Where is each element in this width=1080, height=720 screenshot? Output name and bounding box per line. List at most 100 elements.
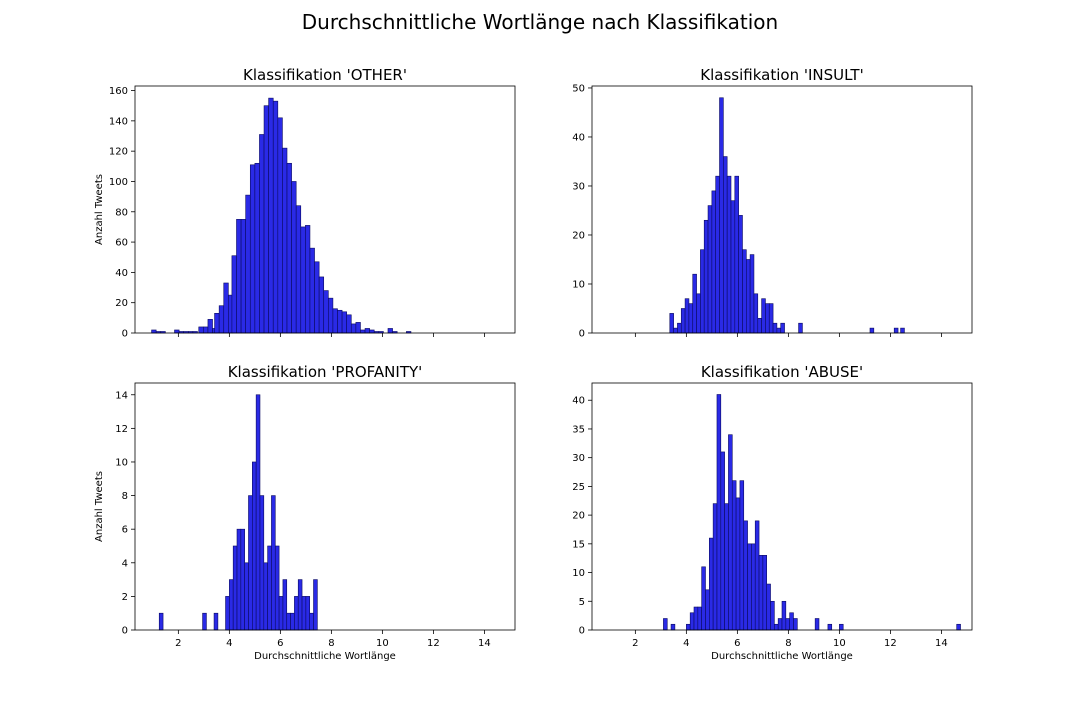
histogram-bar-1-22 bbox=[259, 134, 265, 334]
y-tick-label: 40 bbox=[572, 132, 585, 143]
y-axis-label: Anzahl Tweets bbox=[94, 471, 105, 542]
histogram-bar-2-0 bbox=[669, 313, 674, 334]
y-tick-label: 120 bbox=[109, 147, 128, 158]
histogram-bar-1-37 bbox=[328, 297, 334, 334]
histogram-bar-4-16 bbox=[739, 480, 745, 631]
subplot-title: Klassifikation 'ABUSE' bbox=[701, 363, 863, 381]
x-tick-label: 6 bbox=[277, 638, 283, 649]
x-tick-label: 12 bbox=[884, 638, 897, 649]
subplot-title: Klassifikation 'PROFANITY' bbox=[228, 363, 423, 381]
histogram-bar-2-27 bbox=[772, 322, 778, 334]
histogram-bar-4-27 bbox=[781, 600, 787, 631]
histogram-bar-3-25 bbox=[309, 612, 314, 631]
y-tick-label: 12 bbox=[115, 424, 128, 435]
histogram-bar-1-41 bbox=[346, 314, 352, 334]
histogram-bar-1-10 bbox=[207, 319, 213, 334]
histogram-bar-2-13 bbox=[719, 97, 724, 334]
histogram-bar-3-26 bbox=[313, 579, 318, 631]
histogram-bar-3-1 bbox=[202, 612, 207, 631]
histogram-bar-4-34 bbox=[956, 623, 961, 631]
histogram-bar-4-10 bbox=[716, 394, 722, 631]
histogram-bar-2-16 bbox=[730, 200, 736, 334]
histogram-bar-4-2 bbox=[686, 623, 691, 631]
x-tick-label: 10 bbox=[376, 638, 389, 649]
histogram-bar-4-12 bbox=[724, 503, 729, 631]
histogram-bar-3-13 bbox=[263, 562, 268, 631]
y-tick-label: 0 bbox=[122, 329, 128, 340]
histogram-bar-4-32 bbox=[827, 623, 833, 631]
y-tick-label: 40 bbox=[115, 268, 128, 279]
y-tick-label: 50 bbox=[572, 83, 585, 94]
histogram-bar-2-30 bbox=[798, 322, 803, 334]
histogram-bar-2-31 bbox=[869, 327, 875, 334]
y-tick-label: 10 bbox=[572, 279, 585, 290]
histogram-bar-3-23 bbox=[301, 596, 307, 631]
histogram-bar-1-24 bbox=[268, 97, 274, 334]
x-tick-label: 2 bbox=[632, 638, 638, 649]
histogram-bar-3-2 bbox=[213, 612, 219, 631]
histogram-bar-2-25 bbox=[765, 303, 770, 334]
histogram-bar-2-15 bbox=[726, 175, 732, 334]
histogram-bar-1-44 bbox=[360, 329, 366, 334]
histogram-bar-2-9 bbox=[703, 219, 709, 334]
histogram-bar-2-5 bbox=[688, 303, 694, 334]
histogram-bar-3-11 bbox=[255, 394, 261, 631]
histogram-bar-1-43 bbox=[355, 322, 361, 334]
histogram-bar-3-16 bbox=[274, 545, 280, 631]
plot-frame bbox=[591, 382, 973, 631]
y-axis-label: Anzahl Tweets bbox=[94, 174, 105, 245]
histogram-bar-3-21 bbox=[294, 596, 299, 631]
histogram-bar-3-3 bbox=[225, 596, 230, 631]
histogram-bar-1-0 bbox=[151, 329, 157, 334]
y-tick-label: 100 bbox=[109, 177, 128, 188]
plot-frame bbox=[134, 382, 516, 631]
x-tick-label: 2 bbox=[175, 638, 181, 649]
histogram-bar-3-5 bbox=[232, 545, 238, 631]
x-axis-label: Durchschnittliche Wortlänge bbox=[711, 651, 853, 662]
histogram-bar-4-13 bbox=[728, 434, 733, 631]
histogram-bar-3-15 bbox=[271, 495, 276, 631]
x-tick-label: 14 bbox=[935, 638, 948, 649]
figure-title: Durchschnittliche Wortlänge nach Klassif… bbox=[302, 10, 778, 34]
histogram-bar-1-17 bbox=[236, 219, 242, 334]
y-tick-label: 6 bbox=[122, 525, 128, 536]
subplot-4: 0 5 10 15 20 25 30 35 40 2 4 6 8 10 12 14 Klassifikation… bbox=[572, 363, 973, 662]
y-tick-label: 0 bbox=[579, 329, 585, 340]
histogram-bar-3-19 bbox=[286, 612, 291, 631]
histogram-bar-1-46 bbox=[369, 329, 375, 334]
histogram-bar-1-23 bbox=[263, 105, 269, 334]
histogram-bar-2-26 bbox=[768, 303, 774, 334]
histogram-bar-2-10 bbox=[707, 205, 713, 334]
histogram-bar-4-20 bbox=[754, 520, 760, 631]
histogram-bar-2-8 bbox=[700, 249, 705, 334]
subplot-1: 0 20 40 60 80 100 120 140 160 Klassifikation 'OTH… bbox=[94, 66, 516, 340]
histogram-bar-4-5 bbox=[697, 606, 702, 631]
x-tick-label: 4 bbox=[226, 638, 232, 649]
histogram-bar-1-9 bbox=[203, 326, 209, 334]
histogram-bar-2-21 bbox=[749, 254, 755, 334]
y-tick-label: 20 bbox=[572, 511, 585, 522]
x-tick-label: 12 bbox=[427, 638, 440, 649]
subplot-3: 0 2 4 6 8 10 12 14 2 4 6 8 10 12 14 Klassifikation 'PRO… bbox=[94, 363, 516, 662]
histogram-bar-4-30 bbox=[793, 618, 798, 631]
histogram-bar-2-4 bbox=[684, 298, 690, 334]
x-tick-label: 8 bbox=[328, 638, 334, 649]
histogram-bar-4-26 bbox=[777, 618, 783, 631]
histogram-bar-4-6 bbox=[701, 566, 706, 631]
histogram-bar-1-31 bbox=[300, 226, 306, 334]
histogram-bar-1-20 bbox=[249, 164, 256, 334]
histogram-bar-2-22 bbox=[753, 293, 759, 334]
histogram-bar-1-49 bbox=[387, 328, 393, 334]
histogram-bar-4-21 bbox=[758, 555, 764, 631]
y-tick-label: 8 bbox=[122, 491, 128, 502]
histogram-bar-1-39 bbox=[337, 309, 343, 334]
y-tick-label: 30 bbox=[572, 453, 585, 464]
y-tick-label: 10 bbox=[115, 457, 128, 468]
histogram-bar-1-36 bbox=[323, 290, 329, 334]
histogram-bar-1-29 bbox=[291, 181, 297, 334]
histogram-bar-2-23 bbox=[757, 317, 762, 334]
y-tick-label: 2 bbox=[122, 592, 128, 603]
y-tick-label: 25 bbox=[572, 482, 585, 493]
histogram-bar-1-19 bbox=[245, 194, 251, 334]
